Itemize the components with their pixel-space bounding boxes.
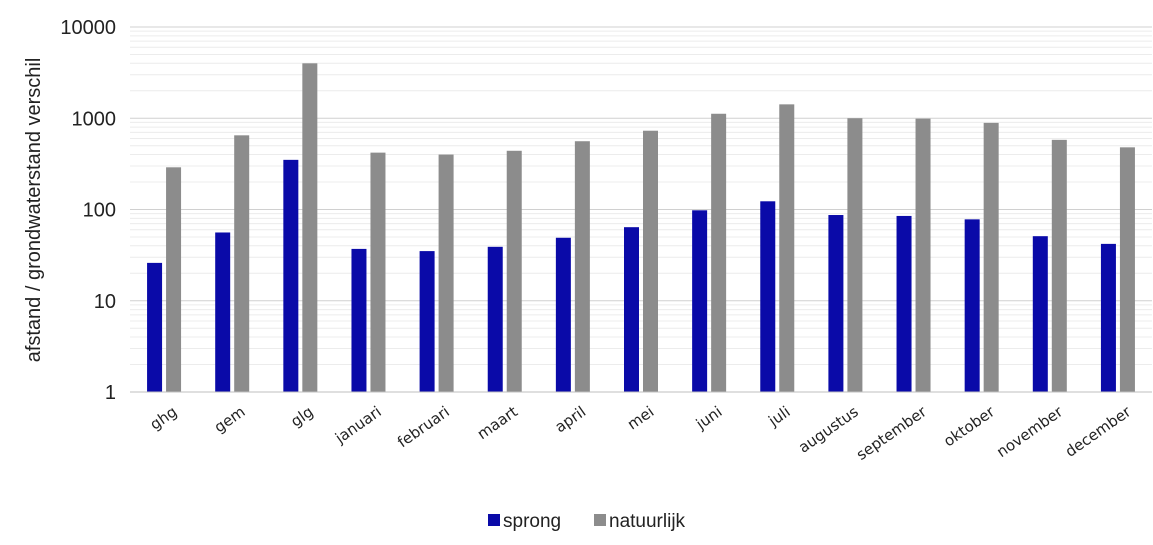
bar-natuurlijk-juni	[711, 114, 726, 392]
y-tick-label: 1000	[72, 108, 117, 130]
bar-natuurlijk-december	[1120, 147, 1135, 392]
bar-sprong-ghg	[147, 263, 162, 392]
bar-natuurlijk-augustus	[847, 118, 862, 392]
bar-sprong-februari	[420, 251, 435, 392]
bar-natuurlijk-ghg	[166, 167, 181, 392]
x-category-label: juli	[764, 403, 793, 431]
bar-sprong-september	[897, 216, 912, 392]
x-category-label: januari	[331, 403, 385, 448]
bar-sprong-glg	[283, 160, 298, 392]
x-category-label: maart	[474, 402, 521, 443]
bars	[147, 63, 1135, 392]
x-category-label: april	[552, 403, 590, 437]
y-axis-ticks: 1 10 100 1000 10000	[60, 17, 116, 404]
bar-natuurlijk-april	[575, 141, 590, 392]
bar-sprong-gem	[215, 232, 230, 392]
x-category-label: september	[853, 402, 931, 464]
x-category-label: november	[993, 402, 1067, 461]
x-category-label: juni	[692, 403, 726, 434]
legend-label-natuurlijk: natuurlijk	[609, 511, 686, 532]
legend-label-sprong: sprong	[503, 511, 561, 532]
bar-natuurlijk-september	[916, 119, 931, 392]
bar-sprong-augustus	[828, 215, 843, 392]
bar-natuurlijk-gem	[234, 135, 249, 392]
bar-sprong-april	[556, 238, 571, 392]
bar-natuurlijk-glg	[302, 63, 317, 392]
x-category-label: december	[1062, 402, 1135, 461]
y-tick-label: 10	[94, 291, 116, 313]
x-axis-labels: ghg gem glg januari februari maart april mei jun…	[147, 402, 1135, 464]
bar-natuurlijk-oktober	[984, 123, 999, 392]
legend-swatch-natuurlijk	[594, 514, 606, 526]
y-axis-title: afstand / grondwaterstand verschil	[23, 58, 45, 363]
bar-natuurlijk-mei	[643, 131, 658, 392]
legend-swatch-sprong	[488, 514, 500, 526]
x-category-label: ghg	[147, 403, 181, 434]
bar-sprong-maart	[488, 247, 503, 392]
x-category-label: glg	[287, 403, 316, 431]
bar-natuurlijk-februari	[439, 155, 454, 392]
x-category-label: oktober	[940, 402, 998, 450]
bar-natuurlijk-juli	[779, 104, 794, 392]
bar-sprong-oktober	[965, 219, 980, 392]
bar-sprong-januari	[351, 249, 366, 392]
bar-sprong-juni	[692, 210, 707, 392]
y-tick-label: 10000	[60, 17, 116, 39]
bar-sprong-november	[1033, 236, 1048, 392]
x-category-label: gem	[211, 403, 249, 437]
y-tick-label: 1	[105, 382, 116, 404]
bar-natuurlijk-maart	[507, 151, 522, 392]
bar-sprong-juli	[760, 201, 775, 392]
x-category-label: februari	[394, 403, 453, 452]
gridlines	[130, 27, 1152, 365]
y-tick-label: 100	[83, 200, 116, 222]
bar-natuurlijk-januari	[370, 153, 385, 392]
x-category-label: mei	[624, 403, 657, 434]
bar-sprong-december	[1101, 244, 1116, 392]
legend: sprong natuurlijk	[488, 511, 686, 532]
x-category-label: augustus	[795, 402, 862, 456]
bar-natuurlijk-november	[1052, 140, 1067, 392]
bar-sprong-mei	[624, 227, 639, 392]
